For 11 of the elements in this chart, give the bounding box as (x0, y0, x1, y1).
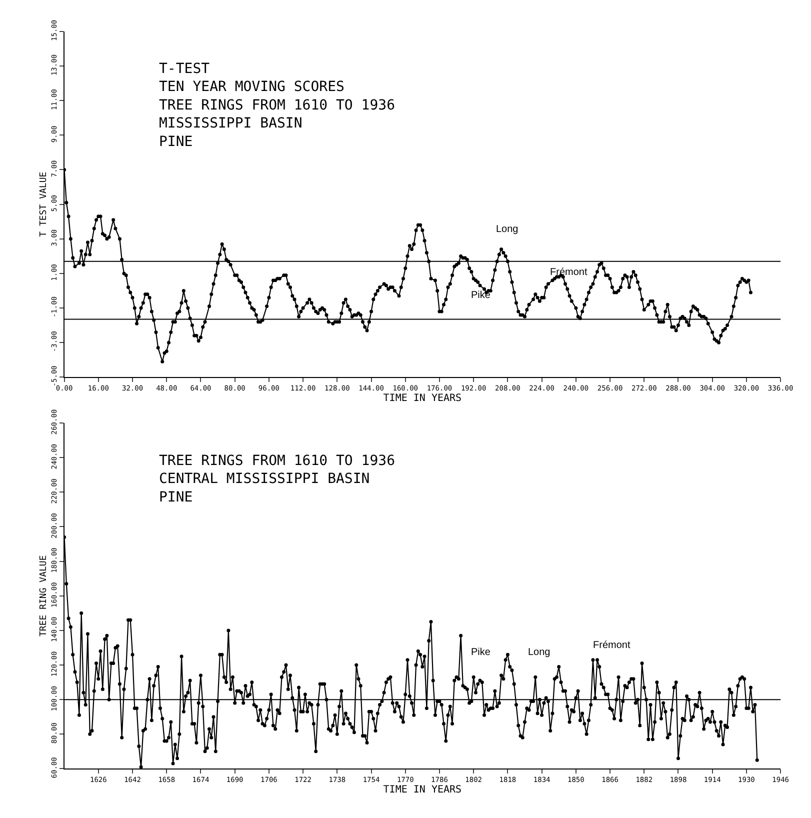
annotation: Long (496, 224, 518, 235)
x-axis-title: TIME IN YEARS (383, 784, 462, 796)
annotation: Frémont (593, 640, 630, 651)
annotation: Long (528, 647, 550, 658)
text: TREE RINGS FROM 1610 TO 1936 CENTRAL MISSISSIPPI BASIN PINE (159, 453, 396, 506)
x-axis-title: TIME IN YEARS (383, 393, 462, 404)
annotation: Frémont (550, 267, 588, 278)
text: T-TEST TEN YEAR MOVING SCORES TREE RINGS FROM 1610 TO 1936 MISSISSIPPI BASIN PINE (159, 61, 396, 150)
y-axis-title: TREE RING VALUE (38, 555, 49, 637)
y-axis-title: T TEST VALUE (38, 172, 49, 237)
annotation: Pike (471, 647, 491, 658)
